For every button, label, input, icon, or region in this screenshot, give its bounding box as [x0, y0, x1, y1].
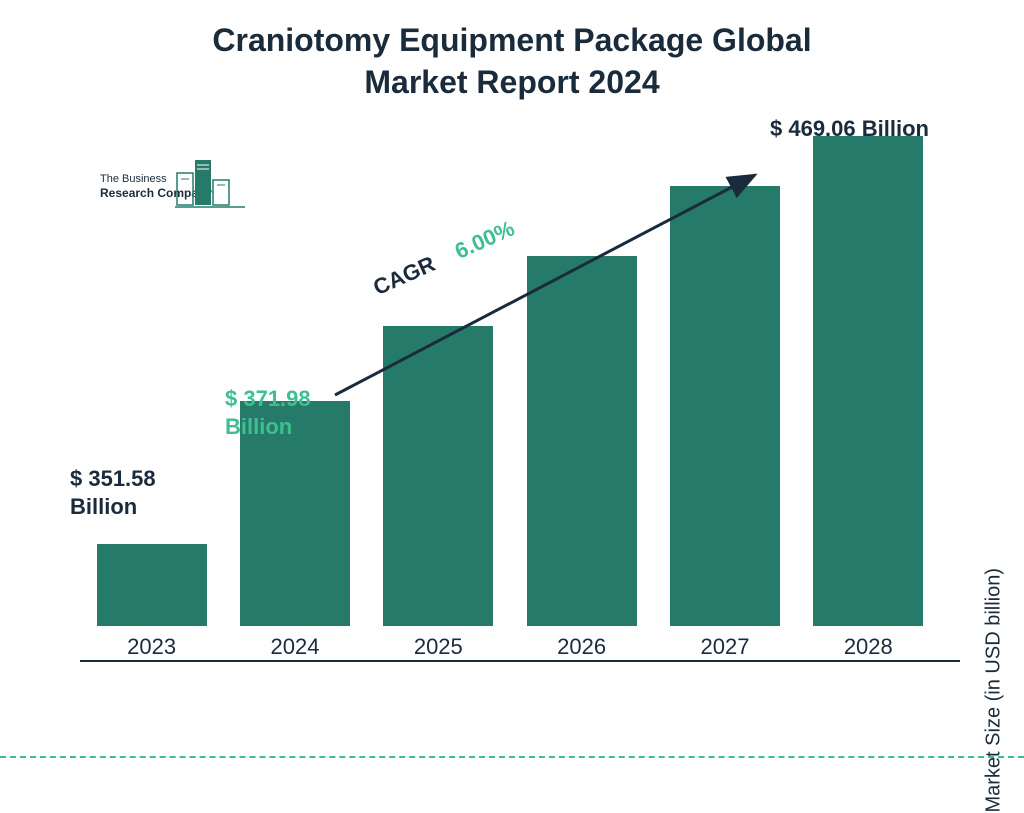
bar-category-label: 2028 [844, 634, 893, 660]
bars-container: 2023 2024 2025 2026 2027 2028 [80, 140, 940, 660]
bar-category-label: 2027 [700, 634, 749, 660]
y-axis-label: Market Size (in USD billion) [983, 568, 1006, 813]
bar-wrap: 2023 [87, 544, 217, 660]
chart-baseline [80, 660, 960, 662]
value-label: $ 371.98 Billion [225, 385, 311, 440]
bar [383, 326, 493, 626]
footer-divider [0, 756, 1024, 758]
bar-category-label: 2026 [557, 634, 606, 660]
bar-category-label: 2024 [271, 634, 320, 660]
bar [527, 256, 637, 626]
bar-category-label: 2023 [127, 634, 176, 660]
bar-category-label: 2025 [414, 634, 463, 660]
chart-title: Craniotomy Equipment Package Global Mark… [0, 20, 1024, 103]
bar-wrap: 2028 [803, 136, 933, 660]
bar [670, 186, 780, 626]
value-label: $ 469.06 Billion [770, 115, 929, 143]
bar-wrap: 2026 [517, 256, 647, 660]
bar [97, 544, 207, 626]
value-label: $ 351.58 Billion [70, 465, 156, 520]
bar-wrap: 2027 [660, 186, 790, 660]
bar-wrap: 2025 [373, 326, 503, 660]
bar [813, 136, 923, 626]
